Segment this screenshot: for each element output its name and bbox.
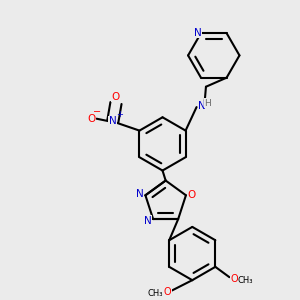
Text: H: H bbox=[204, 99, 211, 108]
Text: CH₃: CH₃ bbox=[148, 289, 164, 298]
Text: N: N bbox=[109, 116, 117, 126]
Text: +: + bbox=[116, 110, 123, 119]
Text: O: O bbox=[112, 92, 120, 102]
Text: N: N bbox=[136, 189, 144, 199]
Text: O: O bbox=[87, 114, 96, 124]
Text: N: N bbox=[194, 28, 202, 38]
Text: N: N bbox=[198, 101, 206, 112]
Text: N: N bbox=[144, 216, 152, 226]
Text: −: − bbox=[92, 107, 101, 117]
Text: O: O bbox=[230, 274, 238, 284]
Text: CH₃: CH₃ bbox=[238, 276, 254, 285]
Text: O: O bbox=[164, 287, 171, 297]
Text: O: O bbox=[188, 190, 196, 200]
